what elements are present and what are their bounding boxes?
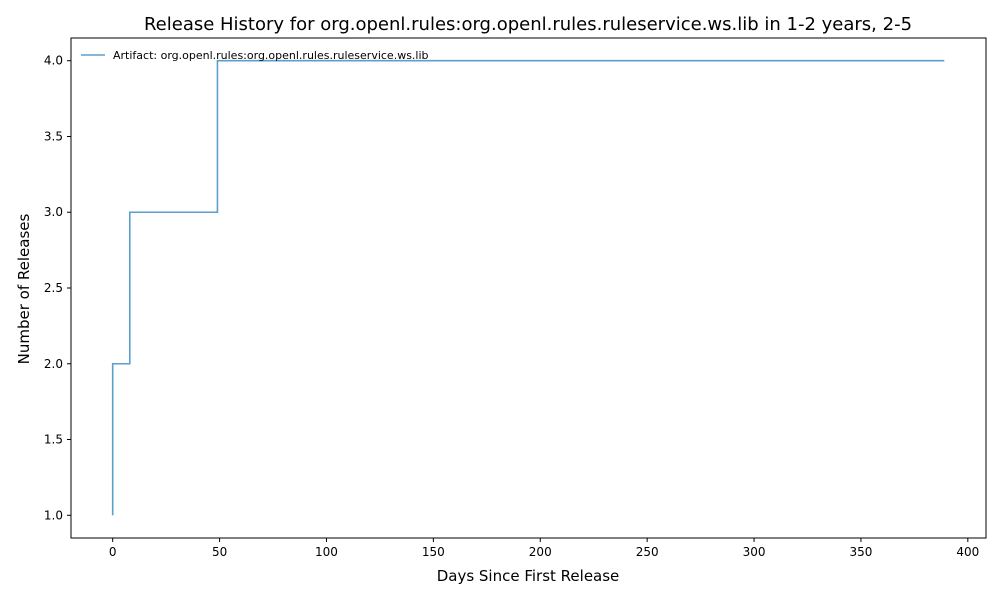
- plot-area: [70, 37, 987, 539]
- plot-frame: [70, 37, 987, 539]
- y-tick-label: 2.0: [44, 357, 63, 371]
- legend: Artifact: org.openl.rules:org.openl.rule…: [81, 49, 429, 62]
- x-axis-label: Days Since First Release: [437, 567, 620, 585]
- y-axis: 1.0 1.5 2.0 2.5 3.0 3.5 4.0: [44, 54, 71, 522]
- legend-label: Artifact: org.openl.rules:org.openl.rule…: [113, 49, 429, 62]
- y-tick-label: 1.5: [44, 433, 63, 447]
- chart-title: Release History for org.openl.rules:org.…: [144, 14, 912, 35]
- y-tick-label: 1.0: [44, 508, 63, 522]
- y-tick-label: 3.5: [44, 129, 63, 143]
- y-tick-label: 2.5: [44, 281, 63, 295]
- x-tick-label: 150: [422, 545, 445, 559]
- x-tick-label: 300: [743, 545, 766, 559]
- x-tick-label: 0: [109, 545, 117, 559]
- series-line-0: [111, 59, 945, 516]
- y-tick-label: 3.0: [44, 205, 63, 219]
- y-tick-label: 4.0: [44, 54, 63, 68]
- x-tick-label: 250: [636, 545, 659, 559]
- x-tick-label: 100: [315, 545, 338, 559]
- x-tick-label: 200: [529, 545, 552, 559]
- x-axis: 0 50 100 150 200 250 300 350 400: [109, 538, 979, 559]
- x-tick-label: 400: [956, 545, 979, 559]
- x-tick-label: 50: [212, 545, 227, 559]
- x-tick-label: 350: [849, 545, 872, 559]
- y-axis-label: Number of Releases: [15, 213, 33, 364]
